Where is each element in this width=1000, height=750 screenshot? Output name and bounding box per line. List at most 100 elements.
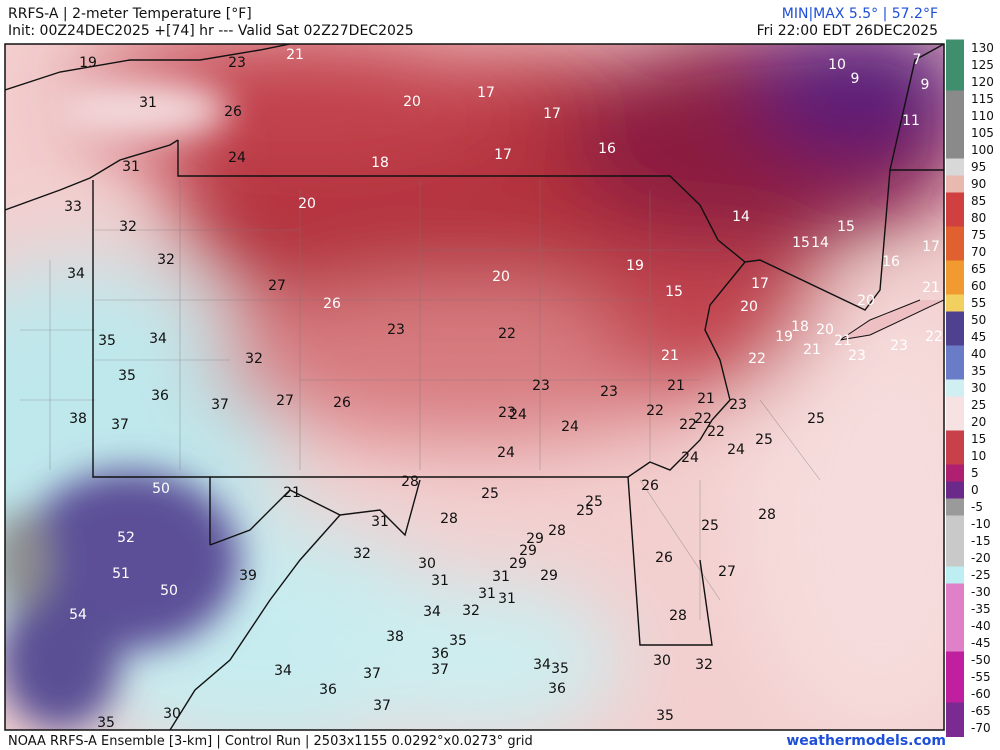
station-value: 26 [333, 395, 351, 411]
colorbar-cell [946, 464, 964, 482]
colorbar-tick-label: 110 [971, 109, 994, 123]
station-value: 21 [667, 378, 685, 394]
station-value: 50 [152, 481, 170, 497]
station-value: 21 [803, 342, 821, 358]
station-value: 28 [758, 507, 776, 523]
colorbar-tick-label: -15 [971, 534, 991, 548]
colorbar-cell [946, 719, 964, 737]
station-value: 25 [576, 503, 594, 519]
colorbar-tick-label: 90 [971, 177, 986, 191]
station-value: 14 [732, 209, 750, 225]
station-value: 23 [498, 405, 516, 421]
colorbar-cell [946, 73, 964, 91]
station-value: 29 [540, 568, 558, 584]
station-value: 7 [913, 52, 922, 68]
colorbar-tick-label: -70 [971, 721, 991, 735]
station-value: 16 [882, 254, 900, 270]
colorbar-cell [946, 345, 964, 363]
colorbar-tick-label: -50 [971, 653, 991, 667]
station-value: 20 [740, 299, 758, 315]
station-value: 24 [228, 150, 246, 166]
station-value: 19 [79, 55, 97, 71]
station-value: 20 [492, 269, 510, 285]
station-value: 17 [494, 147, 512, 163]
colorbar-tick-label: -65 [971, 704, 991, 718]
station-value: 20 [403, 94, 421, 110]
colorbar-tick-label: 130 [971, 41, 994, 55]
station-value: 23 [532, 378, 550, 394]
colorbar-cell [946, 549, 964, 567]
station-value: 51 [112, 566, 130, 582]
colorbar-cell [946, 583, 964, 601]
station-value: 25 [585, 494, 603, 510]
colorbar-cell [946, 328, 964, 346]
colorbar-tick-label: -55 [971, 670, 991, 684]
colorbar-cell [946, 362, 964, 380]
colorbar-cell [946, 634, 964, 652]
station-value: 35 [551, 661, 569, 677]
station-value: 20 [857, 293, 875, 309]
colorbar-tick-label: -35 [971, 602, 991, 616]
station-value: 21 [834, 333, 852, 349]
station-value: 30 [163, 706, 181, 722]
minmax-label: MIN|MAX 5.5° | 57.2°F [782, 6, 938, 22]
colorbar-cell [946, 685, 964, 703]
station-value: 29 [509, 556, 527, 572]
minmax-values: 5.5° | 57.2°F [848, 6, 938, 22]
station-value: 23 [848, 348, 866, 364]
station-value: 24 [727, 442, 745, 458]
station-value: 26 [641, 478, 659, 494]
station-value: 23 [228, 55, 246, 71]
station-value: 28 [401, 474, 419, 490]
station-value: 36 [431, 646, 449, 662]
colorbar-cell [946, 124, 964, 142]
colorbar-cell [946, 192, 964, 210]
station-value: 37 [211, 397, 229, 413]
colorbar-cell [946, 617, 964, 635]
colorbar-cell [946, 396, 964, 414]
station-value: 38 [386, 629, 404, 645]
station-value: 31 [492, 569, 510, 585]
station-value: 28 [669, 608, 687, 624]
colorbar-cell [946, 311, 964, 329]
colorbar-tick-label: 65 [971, 262, 986, 276]
colorbar-cell [946, 141, 964, 159]
station-value: 22 [498, 326, 516, 342]
colorbar-tick-label: 35 [971, 364, 986, 378]
station-value: 15 [792, 235, 810, 251]
station-value: 23 [387, 322, 405, 338]
station-value: 38 [69, 411, 87, 427]
colorbar-tick-label: 75 [971, 228, 986, 242]
station-value: 19 [626, 258, 644, 274]
station-value: 18 [791, 319, 809, 335]
colorbar-tick-label: -5 [971, 500, 983, 514]
colorbar-cell [946, 447, 964, 465]
station-value: 36 [548, 681, 566, 697]
station-value: 31 [371, 514, 389, 530]
station-value: 35 [656, 708, 674, 724]
station-value: 37 [373, 698, 391, 714]
colorbar-cell [946, 56, 964, 74]
station-value: 23 [729, 397, 747, 413]
station-value: 22 [679, 417, 697, 433]
station-value: 34 [423, 604, 441, 620]
station-value: 32 [695, 657, 713, 673]
station-value: 30 [418, 556, 436, 572]
station-value: 23 [890, 338, 908, 354]
station-value: 37 [363, 666, 381, 682]
colorbar-cell [946, 158, 964, 176]
station-value: 27 [268, 278, 286, 294]
station-value: 36 [319, 682, 337, 698]
minmax-label-text: MIN|MAX [781, 6, 845, 22]
station-value: 22 [694, 411, 712, 427]
station-value: 34 [149, 331, 167, 347]
station-value: 28 [548, 523, 566, 539]
station-value: 26 [655, 550, 673, 566]
station-value: 10 [828, 57, 846, 73]
colorbar-cell [946, 294, 964, 312]
station-value: 17 [543, 106, 561, 122]
footer-site[interactable]: weathermodels.com [786, 733, 946, 749]
long-island [839, 299, 944, 341]
station-value: 32 [245, 351, 263, 367]
station-value: 33 [64, 199, 82, 215]
